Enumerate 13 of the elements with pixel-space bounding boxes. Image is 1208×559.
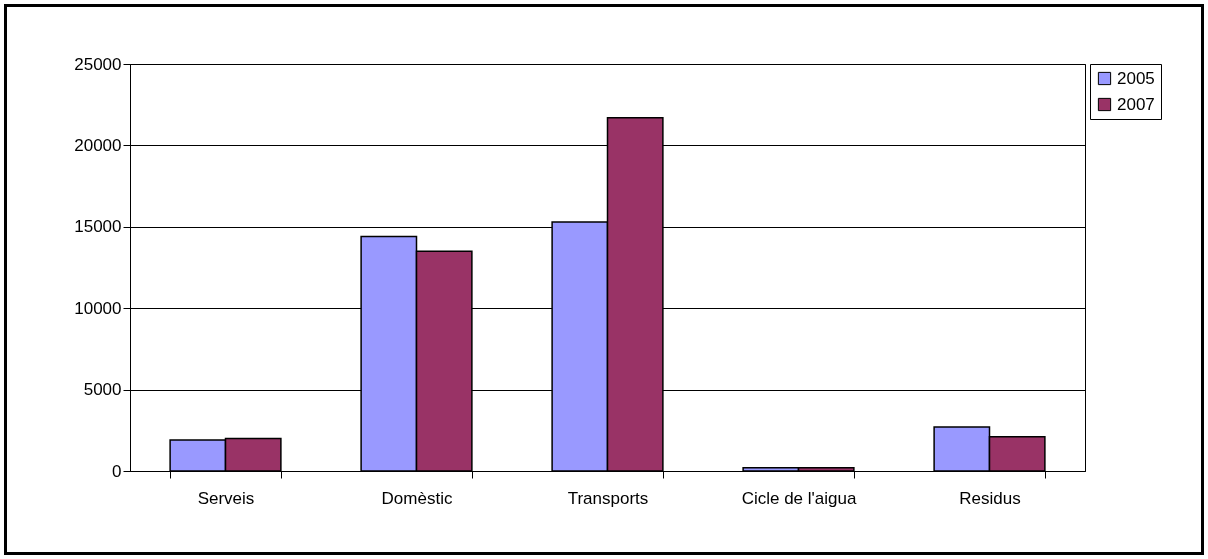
y-tick-label: 20000 — [74, 135, 122, 155]
x-tick-label: Transports — [567, 488, 649, 508]
legend-label: 2005 — [1117, 68, 1155, 88]
legend-label: 2007 — [1117, 94, 1155, 114]
x-tick-label: Serveis — [197, 488, 255, 508]
x-tick-label: Residus — [959, 488, 1021, 508]
x-tick-label: Domèstic — [381, 488, 453, 508]
y-tick-label: 0 — [112, 461, 122, 481]
y-tick-label: 10000 — [74, 298, 122, 318]
x-tick-label: Cicle de l'aigua — [741, 488, 857, 508]
y-tick-label: 5000 — [83, 380, 122, 400]
y-tick-label: 15000 — [74, 217, 122, 237]
y-tick-label: 25000 — [74, 54, 122, 74]
